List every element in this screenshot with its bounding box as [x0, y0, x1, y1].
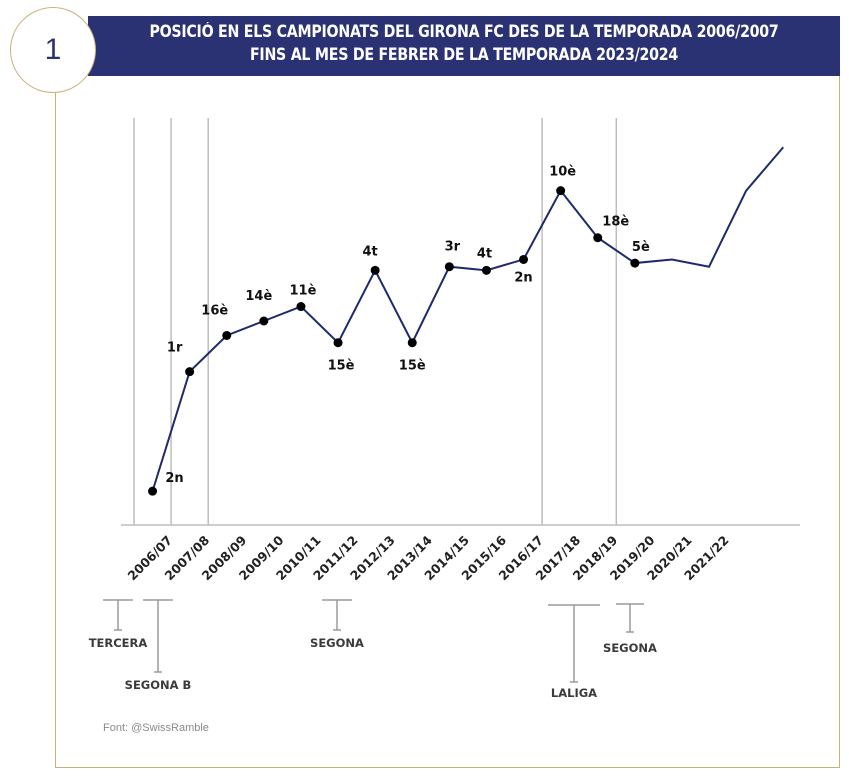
data-point [556, 186, 566, 196]
data-point [630, 258, 640, 268]
data-label: 15è [399, 359, 426, 374]
data-point [333, 338, 343, 348]
data-point [296, 302, 306, 312]
data-label: 4t [363, 244, 378, 259]
data-point [444, 262, 454, 272]
data-label: 15è [328, 359, 355, 374]
division-brackets: TERCERA SEGONA B SEGONA LALIGA SEGONA [89, 599, 657, 700]
data-point [185, 367, 195, 377]
position-line [151, 146, 785, 492]
x-tick-labels: 2006/072007/082008/092009/102010/112011/… [124, 532, 731, 583]
source-note: Font: @SwissRamble [103, 722, 209, 734]
division-label: LALIGA [551, 686, 597, 700]
chart-title: POSICIÓ EN ELS CAMPIONATS DEL GIRONA FC … [149, 22, 779, 64]
chart-number-badge: 1 [10, 7, 96, 93]
data-point [259, 316, 269, 326]
data-label: 16è [201, 303, 228, 318]
data-point [222, 330, 232, 340]
data-point [148, 486, 158, 496]
division-label: TERCERA [89, 636, 148, 650]
data-label: 3r [445, 240, 461, 255]
division-label: SEGONA [310, 636, 364, 650]
data-point [593, 233, 603, 243]
header-band [88, 16, 840, 76]
data-point [481, 265, 491, 275]
chart-number: 1 [44, 33, 62, 66]
data-point [519, 254, 529, 264]
data-label: 4t [477, 246, 492, 261]
data-label: 1r [167, 341, 183, 356]
data-label: 10è [549, 165, 576, 180]
data-label: 14è [245, 289, 272, 304]
data-point [407, 338, 417, 348]
data-label: 5è [632, 240, 650, 255]
league-change-dividers [133, 118, 618, 525]
data-label: 2n [514, 270, 532, 285]
data-label: 11è [289, 284, 316, 299]
data-label: 2n [165, 471, 183, 486]
data-point [370, 265, 380, 275]
division-label: SEGONA [603, 641, 657, 655]
data-label: 18è [602, 215, 629, 230]
division-label: SEGONA B [125, 678, 192, 692]
